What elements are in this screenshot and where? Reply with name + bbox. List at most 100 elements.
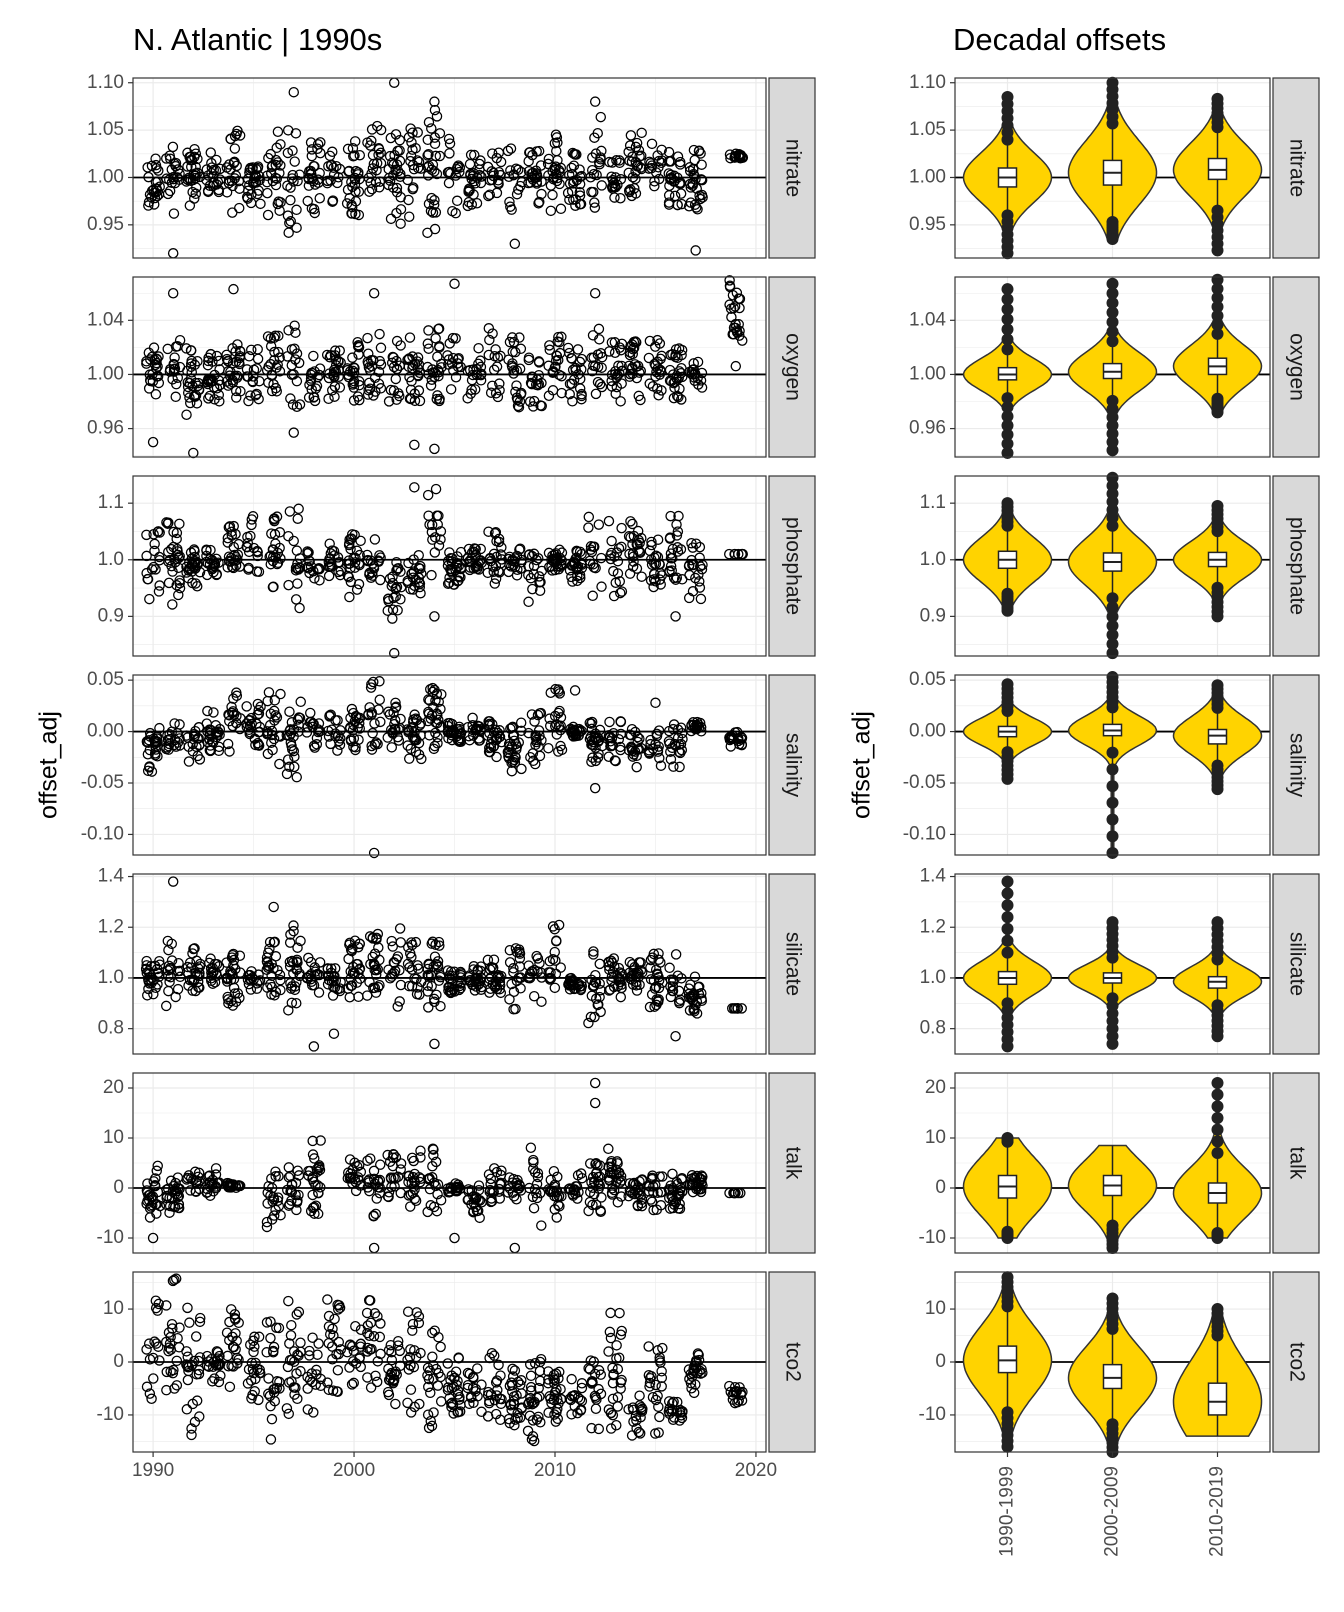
y-tick-label: 0.8 bbox=[920, 1018, 946, 1039]
data-point bbox=[371, 1376, 383, 1388]
data-point bbox=[368, 287, 380, 299]
data-point bbox=[343, 953, 354, 965]
data-point bbox=[550, 955, 561, 966]
data-point bbox=[392, 1340, 404, 1351]
data-point bbox=[393, 388, 404, 399]
data-point bbox=[252, 344, 263, 355]
data-point bbox=[434, 395, 445, 407]
data-point bbox=[291, 771, 303, 783]
data-point bbox=[626, 723, 638, 735]
y-tick-label: 1.0 bbox=[920, 549, 946, 570]
data-point bbox=[349, 562, 361, 573]
data-point bbox=[291, 1368, 302, 1379]
data-point bbox=[533, 1411, 544, 1423]
y-tick-label: 0.00 bbox=[909, 721, 946, 742]
data-point bbox=[665, 172, 677, 183]
data-point bbox=[286, 717, 298, 728]
data-point bbox=[484, 1184, 496, 1196]
data-point bbox=[368, 390, 379, 401]
data-point bbox=[150, 1302, 162, 1314]
outlier-point bbox=[1106, 601, 1119, 614]
data-point bbox=[194, 1312, 206, 1324]
data-point bbox=[432, 390, 443, 401]
data-point bbox=[164, 185, 176, 197]
data-point bbox=[451, 195, 463, 207]
data-point bbox=[428, 1201, 440, 1213]
data-point bbox=[273, 1322, 285, 1334]
data-point bbox=[171, 580, 182, 591]
data-point bbox=[515, 717, 527, 728]
data-point bbox=[536, 400, 547, 412]
data-point bbox=[429, 611, 440, 622]
data-point bbox=[194, 967, 205, 979]
outlier-point bbox=[1001, 293, 1014, 306]
data-point bbox=[405, 1407, 417, 1418]
data-point bbox=[689, 971, 701, 982]
data-point bbox=[368, 1331, 380, 1342]
data-point bbox=[673, 510, 684, 522]
outlier-point bbox=[1001, 343, 1014, 356]
data-point bbox=[349, 172, 361, 184]
data-point bbox=[427, 686, 439, 698]
data-point bbox=[382, 1386, 394, 1398]
data-point bbox=[612, 555, 624, 567]
data-point bbox=[423, 694, 434, 705]
data-point bbox=[428, 1144, 439, 1155]
data-point bbox=[510, 738, 522, 750]
data-point bbox=[405, 1384, 417, 1395]
data-point bbox=[465, 1392, 477, 1403]
data-point bbox=[407, 363, 418, 374]
data-point bbox=[272, 126, 284, 137]
data-point bbox=[303, 180, 315, 191]
data-point bbox=[616, 360, 627, 372]
data-point bbox=[553, 331, 564, 343]
data-point bbox=[664, 738, 675, 749]
data-point bbox=[347, 529, 358, 540]
data-point bbox=[369, 534, 381, 545]
outlier-point bbox=[1001, 446, 1014, 459]
data-point bbox=[232, 988, 244, 999]
data-point bbox=[252, 188, 263, 200]
data-point bbox=[443, 166, 455, 178]
data-point bbox=[170, 160, 182, 172]
data-point bbox=[671, 372, 682, 384]
data-point bbox=[291, 401, 303, 413]
data-point bbox=[189, 1416, 201, 1428]
data-point bbox=[536, 996, 547, 1007]
data-point bbox=[170, 1273, 182, 1284]
data-point bbox=[374, 1174, 386, 1186]
data-point bbox=[503, 354, 514, 365]
data-point bbox=[207, 963, 219, 974]
data-point bbox=[604, 716, 615, 728]
data-point bbox=[181, 567, 192, 578]
data-point bbox=[291, 964, 302, 976]
data-point bbox=[675, 738, 687, 750]
outlier-point bbox=[1211, 318, 1224, 331]
outlier-point bbox=[1211, 92, 1224, 105]
data-point bbox=[182, 1172, 193, 1184]
data-point bbox=[327, 1323, 338, 1335]
data-point bbox=[696, 174, 708, 186]
data-point bbox=[315, 1135, 326, 1146]
panel-border bbox=[132, 1072, 767, 1254]
data-point bbox=[345, 562, 356, 574]
data-point bbox=[672, 542, 683, 553]
data-point bbox=[543, 742, 554, 754]
data-point bbox=[569, 725, 580, 737]
data-point bbox=[366, 124, 378, 135]
data-point bbox=[384, 709, 396, 720]
data-point bbox=[446, 565, 457, 577]
data-point bbox=[187, 174, 199, 186]
panel-border bbox=[132, 674, 767, 856]
data-point bbox=[308, 1201, 320, 1213]
data-point bbox=[253, 739, 265, 751]
data-point bbox=[253, 708, 265, 720]
data-point bbox=[670, 1031, 681, 1042]
data-point bbox=[604, 346, 615, 357]
data-point bbox=[566, 162, 577, 174]
data-point bbox=[375, 1159, 386, 1170]
data-point bbox=[286, 744, 298, 755]
data-point bbox=[275, 197, 286, 208]
data-point bbox=[153, 526, 164, 537]
